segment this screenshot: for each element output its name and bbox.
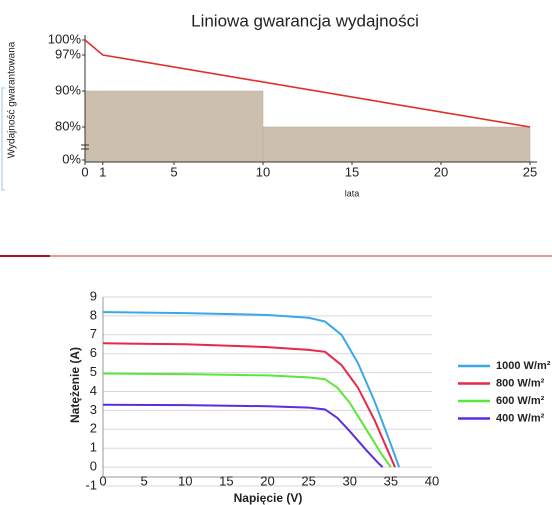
legend-label: 600 W/m²: [496, 395, 545, 407]
x-tick-label: 10: [256, 164, 270, 179]
x-tick-label: 5: [141, 473, 148, 488]
line: [102, 372, 392, 468]
line: [102, 342, 396, 468]
x-axis-label: Napięcie (V): [234, 491, 303, 505]
y-tick-label: 7: [90, 326, 97, 341]
y-tick-label: 4: [90, 383, 97, 398]
y-tick-label: 0%: [62, 151, 81, 166]
y-axis-label: Wydajność gwarantowana: [7, 41, 18, 158]
x-tick-label: 15: [345, 164, 359, 179]
x-tick-label: 0: [81, 164, 88, 179]
y-tick-label: -1: [85, 477, 97, 492]
y-tick-label: 1: [90, 440, 97, 455]
x-tick-label: 25: [523, 164, 537, 179]
y-tick-label: 2: [90, 421, 97, 436]
x-tick-label: 35: [384, 473, 398, 488]
x-tick-label: 0: [99, 473, 106, 488]
x-axis-label: lata: [345, 188, 360, 198]
bar: [84, 90, 264, 163]
legend-label: 800 W/m²: [496, 377, 545, 389]
x-tick-label: 20: [260, 473, 274, 488]
x-tick-label: 40: [425, 473, 439, 488]
y-tick-label: 9: [90, 288, 97, 303]
y-tick-label: 80%: [55, 118, 81, 133]
x-tick-label: 1: [99, 164, 106, 179]
chart-title: Liniowa gwarancja wydajności: [191, 11, 419, 30]
y-tick-label: 90%: [55, 82, 81, 97]
x-tick-label: 20: [434, 164, 448, 179]
y-axis-label: Natężenie (A): [68, 347, 82, 423]
y-tick-label: 0: [90, 459, 97, 474]
y-tick-label: 8: [90, 307, 97, 322]
x-tick-label: 30: [343, 473, 357, 488]
x-tick-label: 10: [178, 473, 192, 488]
y-tick-label: 5: [90, 364, 97, 379]
x-tick-label: 5: [170, 164, 177, 179]
x-tick-label: 15: [219, 473, 233, 488]
legend-label: 400 W/m²: [496, 412, 545, 424]
y-tick-label: 3: [90, 402, 97, 417]
y-tick-label: 97%: [55, 46, 81, 61]
side-bracket: [1, 87, 5, 191]
line: [102, 403, 384, 468]
legend-label: 1000 W/m²: [496, 360, 551, 372]
line: [102, 311, 401, 468]
line: [84, 39, 531, 128]
y-tick-label: 6: [90, 345, 97, 360]
bar: [262, 126, 531, 163]
x-tick-label: 25: [301, 473, 315, 488]
y-tick-label: 100%: [48, 31, 82, 46]
